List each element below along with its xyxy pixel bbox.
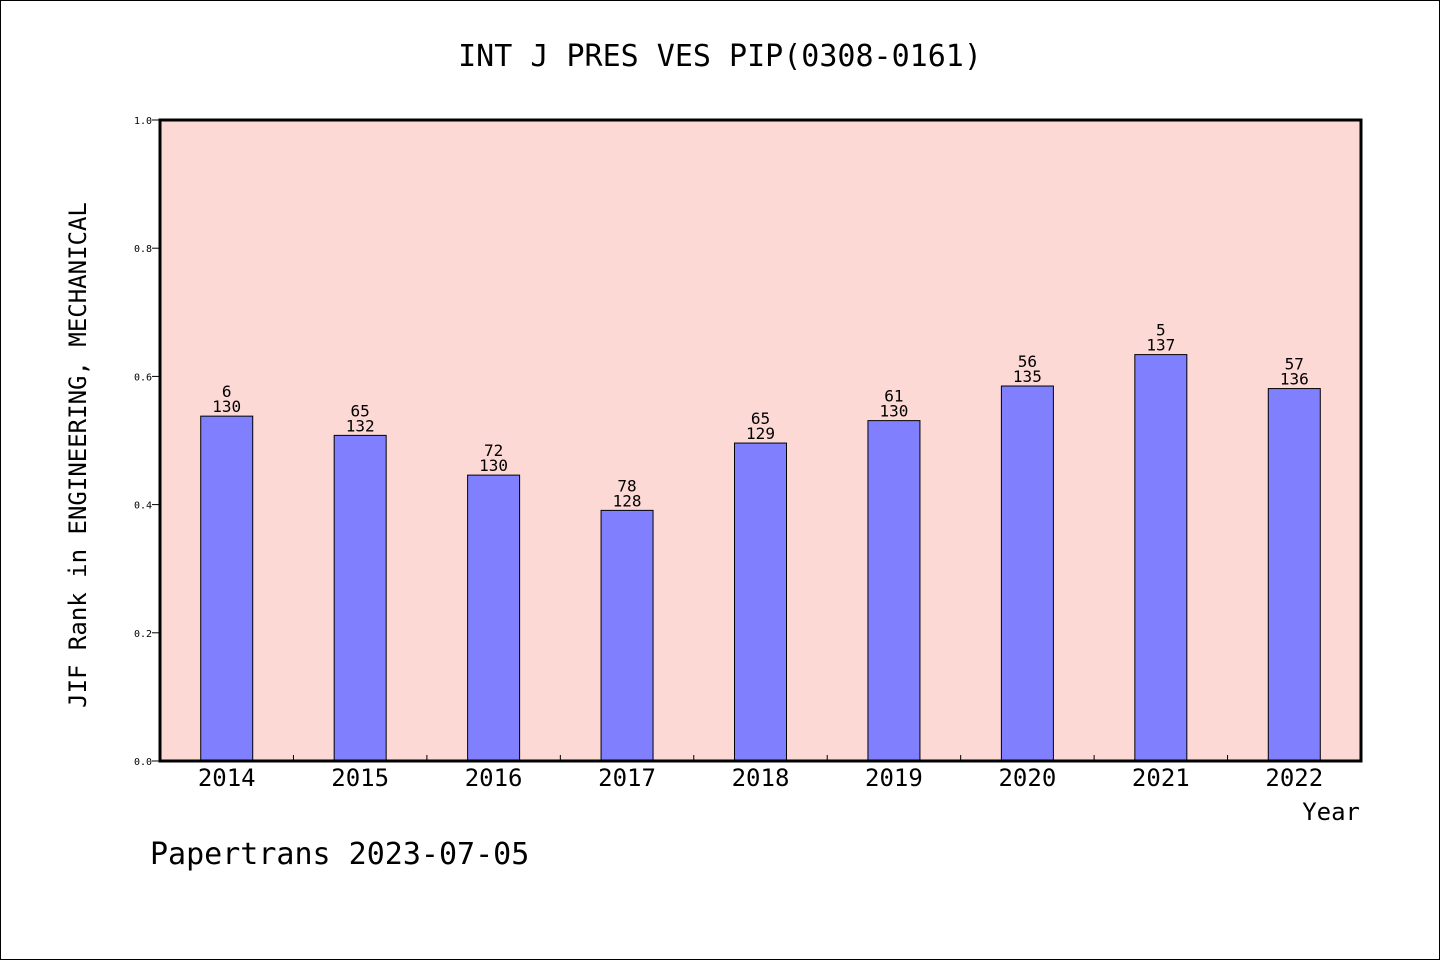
- bar: [200, 415, 254, 762]
- bar-total-label: 135: [1013, 367, 1042, 386]
- bar-rank-label: 72: [484, 441, 503, 460]
- bar: [1134, 354, 1188, 762]
- bar-rank-label: 57: [1285, 355, 1304, 374]
- x-tick-label: 2019: [865, 764, 923, 792]
- bar-total-label: 129: [746, 424, 775, 443]
- y-tick-label: 0.4: [134, 501, 152, 512]
- y-axis: 0.0 0.2 0.4 0.6 0.8 1.0: [134, 116, 160, 768]
- bar-rank-label: 78: [617, 476, 636, 495]
- bar: [333, 434, 387, 762]
- x-tick-label: 2014: [198, 764, 256, 792]
- y-tick-label: 0.8: [134, 244, 152, 255]
- bar: [1267, 388, 1321, 762]
- plot-border: [158, 118, 1363, 763]
- bar-rank-label: 56: [1018, 352, 1037, 371]
- x-axis-label: Year: [1302, 798, 1360, 826]
- y-tick-label: 1.0: [134, 116, 152, 127]
- y-axis-label: JIF Rank in ENGINEERING, MECHANICAL: [64, 202, 92, 708]
- x-tick-label: 2022: [1265, 764, 1323, 792]
- bar-rank-label: 65: [351, 401, 370, 420]
- bar-total-label: 132: [346, 416, 375, 435]
- bar: [1000, 385, 1054, 762]
- y-tick-label: 0.0: [134, 757, 152, 768]
- bar: [734, 442, 787, 762]
- x-tick-label: 2020: [998, 764, 1056, 792]
- bars: [200, 354, 1321, 762]
- bar-total-label: 130: [212, 397, 241, 416]
- x-tick-label: 2015: [331, 764, 389, 792]
- y-tick-label: 0.6: [134, 372, 152, 383]
- bar-rank-label: 6: [222, 382, 232, 401]
- footer-note: Papertrans 2023-07-05: [150, 837, 529, 872]
- x-axis: 2014 2015 2016 2017 2018 2019 2020 2021 2022: [198, 755, 1323, 792]
- bar: [867, 420, 921, 762]
- bar-total-label: 130: [479, 456, 508, 475]
- bar-total-label: 128: [613, 491, 642, 510]
- bar-total-label: 136: [1280, 370, 1309, 389]
- x-tick-label: 2017: [598, 764, 656, 792]
- bar: [600, 509, 654, 762]
- x-tick-label: 2016: [465, 764, 523, 792]
- x-tick-label: 2018: [732, 764, 790, 792]
- chart-title: INT J PRES VES PIP(0308-0161): [458, 39, 982, 74]
- y-tick-label: 0.2: [134, 629, 152, 640]
- bar-rank-label: 5: [1156, 321, 1166, 340]
- x-tick-label: 2021: [1132, 764, 1190, 792]
- bar: [467, 474, 521, 762]
- bar-total-label: 137: [1146, 336, 1175, 355]
- bar-total-label: 130: [879, 402, 908, 421]
- bar-rank-label: 65: [751, 409, 770, 428]
- bar-rank-label: 61: [884, 387, 903, 406]
